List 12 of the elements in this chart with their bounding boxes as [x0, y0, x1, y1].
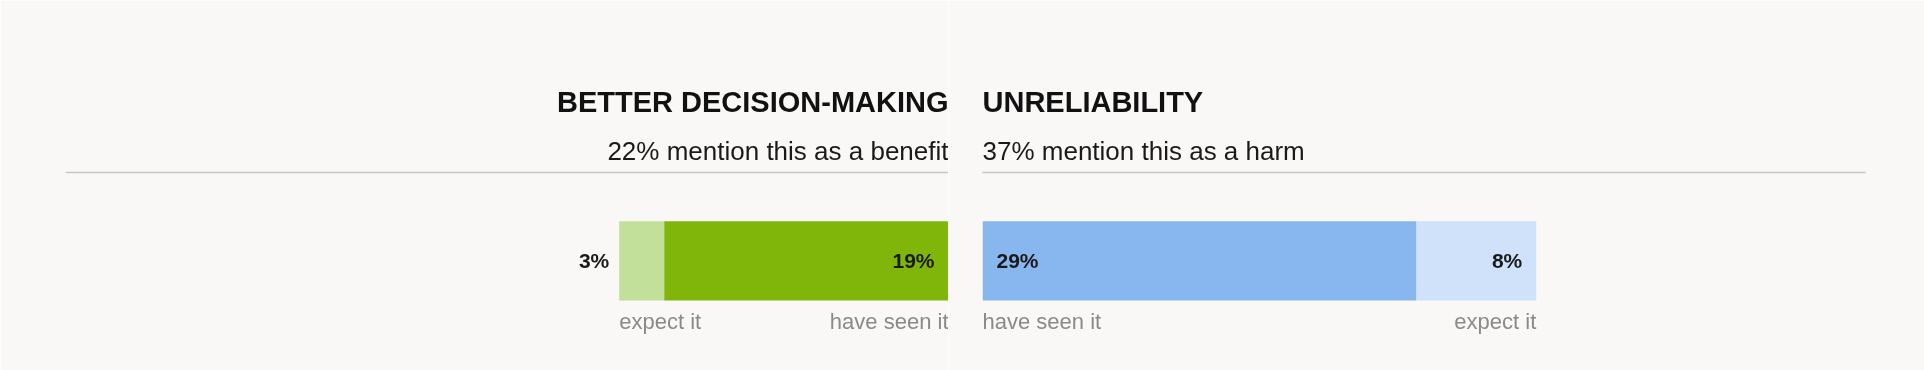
data-label: 8%: [1491, 249, 1523, 273]
chart-subtitle: 37% mention this as a harm: [982, 135, 1305, 166]
data-label: 3%: [578, 249, 610, 273]
data-label: 19%: [892, 249, 935, 273]
series-label: have seen it: [829, 309, 949, 335]
series-label: expect it: [1454, 309, 1537, 335]
chart-title: UNRELIABILITY: [982, 85, 1204, 118]
series-label: expect it: [619, 309, 702, 335]
data-label: 29%: [996, 249, 1039, 273]
chart-title: BETTER DECISION-MAKING: [557, 85, 949, 118]
chart-subtitle: 22% mention this as a benefit: [607, 135, 950, 166]
series-label: have seen it: [982, 309, 1102, 335]
